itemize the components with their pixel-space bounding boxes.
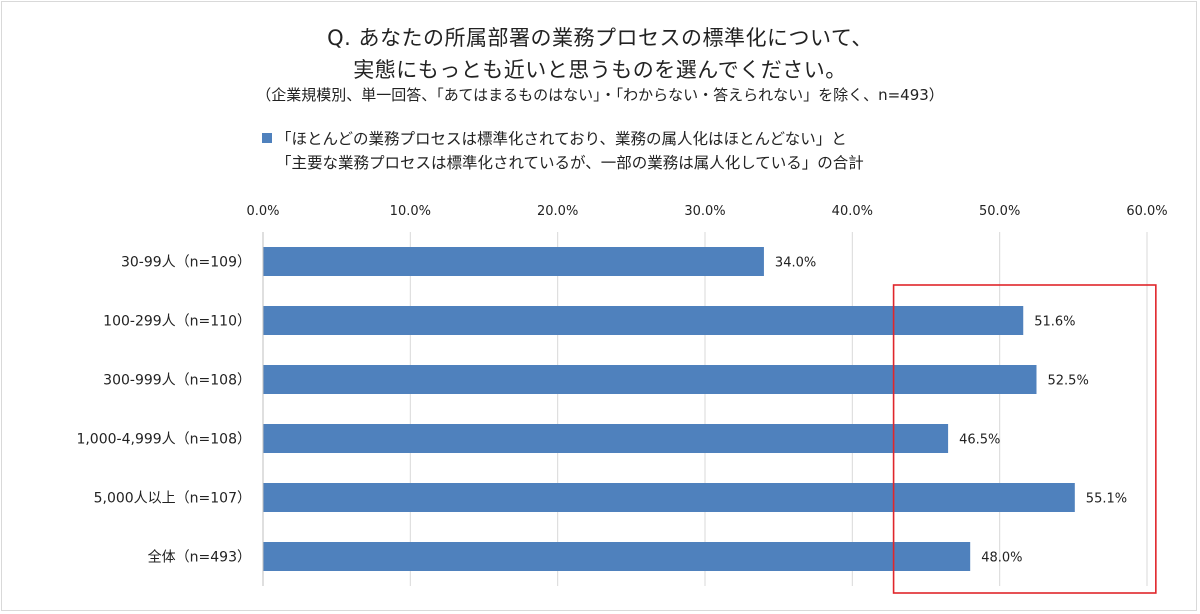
bar — [263, 365, 1037, 394]
data-label: 48.0% — [981, 551, 1022, 566]
legend-line1: 「ほとんどの業務プロセスは標準化されており、業務の属人化はほとんどない」と — [276, 130, 847, 148]
category-label: 300-999人（n=108） — [103, 373, 251, 389]
category-label: 1,000-4,999人（n=108） — [76, 432, 251, 448]
x-tick-label: 30.0% — [684, 204, 725, 219]
x-tick-label: 0.0% — [246, 204, 279, 219]
bar — [263, 247, 764, 276]
data-label: 46.5% — [959, 433, 1000, 448]
data-label: 52.5% — [1048, 374, 1089, 389]
legend-swatch — [262, 133, 272, 143]
data-label: 51.6% — [1034, 315, 1075, 330]
bar — [263, 483, 1075, 512]
legend-line2: 「主要な業務プロセスは標準化されているが、一部の業務は属人化している」の合計 — [276, 154, 864, 172]
category-label: 全体（n=493） — [148, 549, 251, 566]
data-label: 55.1% — [1086, 492, 1127, 507]
legend-entry: 「ほとんどの業務プロセスは標準化されており、業務の属人化はほとんどない」と — [262, 127, 864, 151]
category-label: 100-299人（n=110） — [103, 314, 251, 330]
x-tick-label: 10.0% — [390, 204, 431, 219]
legend: 「ほとんどの業務プロセスは標準化されており、業務の属人化はほとんどない」と 「主… — [262, 127, 864, 175]
x-tick-label: 20.0% — [537, 204, 578, 219]
x-tick-label: 40.0% — [832, 204, 873, 219]
highlight-box — [892, 284, 1157, 594]
x-tick-label: 50.0% — [979, 204, 1020, 219]
category-label: 5,000人以上（n=107） — [94, 491, 251, 507]
category-label: 30-99人（n=109） — [121, 255, 251, 271]
chart-title: Q. あなたの所属部署の業務プロセスの標準化について、 — [327, 26, 873, 50]
chart-subtitle: （企業規模別、単一回答、「あてはまるものはない」・「わからない・答えられない」を… — [256, 86, 944, 104]
data-label: 34.0% — [775, 256, 816, 271]
x-tick-label: 60.0% — [1126, 204, 1167, 219]
bar — [263, 542, 971, 571]
bar — [263, 424, 949, 453]
chart-title-line2: 実態にもっとも近いと思うものを選んでください。 — [353, 58, 847, 82]
bar — [263, 306, 1024, 335]
